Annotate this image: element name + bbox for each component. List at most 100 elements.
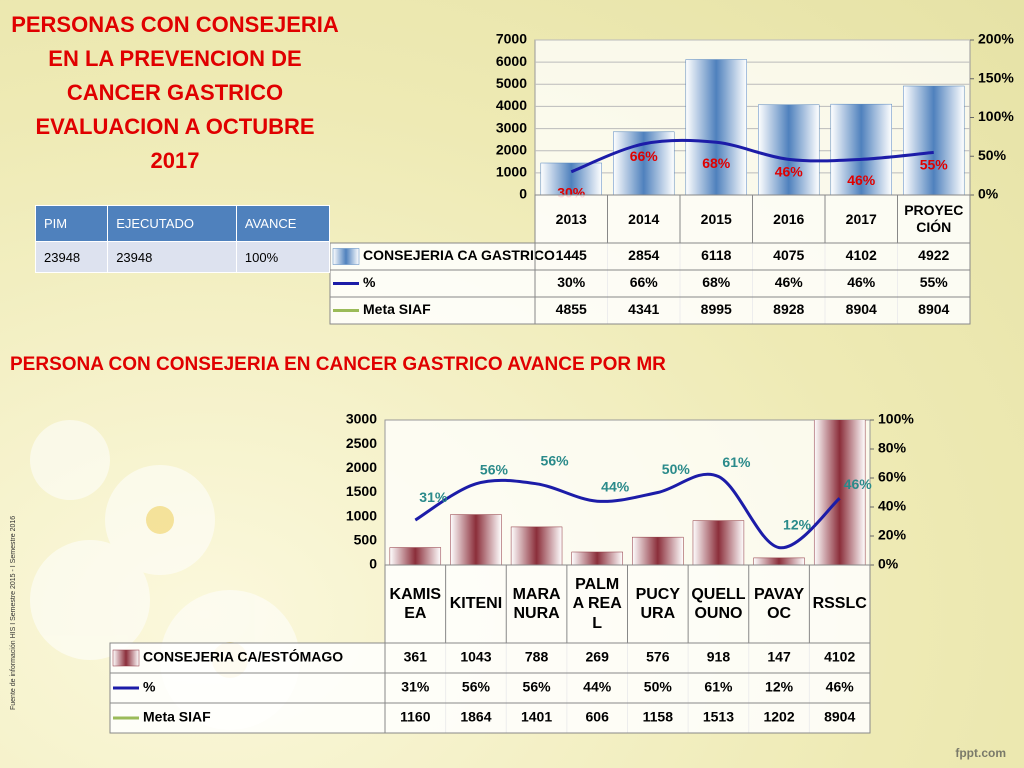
x-tick-label: PUCYURA	[635, 585, 681, 622]
data-label: 46%	[847, 172, 876, 188]
table-value: 46%	[826, 679, 855, 695]
data-label: 56%	[480, 461, 509, 477]
data-label: 44%	[601, 479, 630, 495]
y-tick-label: 2000	[346, 459, 377, 475]
table-value: 4341	[628, 301, 659, 317]
data-label: 46%	[775, 163, 804, 179]
data-label: 12%	[783, 516, 812, 532]
cell: 100%	[235, 241, 331, 273]
y-tick-label: 1000	[346, 507, 377, 523]
table-value: 4922	[918, 247, 949, 263]
x-tick-label: QUELLOUNO	[691, 585, 746, 622]
y-tick-label: 3000	[496, 119, 527, 135]
y-tick-label: 0	[519, 186, 527, 202]
legend-label: %	[143, 679, 156, 695]
header-row: PIM EJECUTADO AVANCE	[34, 205, 331, 242]
y-tick-label: 2500	[346, 435, 377, 451]
y2-tick-label: 0%	[978, 186, 999, 202]
legend-label: CONSEJERIA CA GASTRICO	[363, 247, 555, 263]
bar	[632, 536, 684, 565]
data-label: 66%	[630, 148, 659, 164]
cell: 23948	[107, 241, 237, 273]
y-tick-label: 3000	[346, 411, 377, 427]
data-label: 68%	[702, 155, 731, 171]
table-value: 1513	[703, 709, 734, 725]
table-value: 8995	[701, 301, 732, 317]
cell: 23948	[34, 241, 109, 273]
x-tick-label: PAVAYOC	[754, 585, 805, 622]
legend-label: Meta SIAF	[143, 709, 211, 725]
bar	[571, 551, 623, 565]
table-value: 1158	[643, 709, 674, 725]
slide-title: PERSONAS CON CONSEJERIA EN LA PREVENCION…	[10, 8, 340, 178]
x-tick-label: KAMISEA	[389, 585, 442, 622]
bar	[389, 547, 442, 565]
data-row: 23948 23948 100%	[34, 241, 331, 273]
y2-tick-label: 150%	[978, 69, 1014, 85]
x-tick-label: KITENI	[449, 595, 503, 613]
table-value: 8904	[824, 709, 855, 725]
table-value: 1445	[556, 247, 587, 263]
table-value: 8904	[846, 301, 877, 317]
table-value: 56%	[523, 679, 552, 695]
table-value: 8928	[773, 301, 804, 317]
x-tick-label: PALMA REAL	[572, 576, 622, 632]
y2-tick-label: 100%	[978, 108, 1014, 124]
table-row	[109, 642, 871, 674]
x-tick-label: RSSLC	[812, 595, 867, 613]
y-tick-label: 7000	[496, 31, 527, 47]
table-value: 1401	[521, 709, 552, 725]
y-tick-label: 0	[369, 556, 377, 572]
x-tick-label: 2013	[555, 210, 587, 227]
table-value: 31%	[401, 679, 430, 695]
y-tick-label: 500	[354, 532, 378, 548]
title-text: PERSONAS CON CONSEJERIA EN LA PREVENCION…	[11, 12, 339, 139]
table-value: 4102	[824, 649, 855, 665]
table-row	[329, 242, 971, 271]
y2-tick-label: 40%	[878, 498, 907, 514]
table-value: 361	[404, 649, 428, 665]
legend-label: %	[363, 274, 376, 290]
data-label: 61%	[722, 454, 751, 470]
table-value: 1202	[763, 709, 794, 725]
table-row	[109, 702, 871, 734]
table-value: 8904	[918, 301, 949, 317]
y-tick-label: 4000	[496, 97, 527, 113]
x-tick-label: MARANURA	[512, 585, 561, 622]
table-row	[329, 269, 971, 298]
y-tick-label: 5000	[496, 75, 527, 91]
data-label: 55%	[920, 156, 949, 172]
table-value: 1043	[460, 649, 491, 665]
data-label: 50%	[662, 461, 691, 477]
line	[414, 472, 841, 550]
y-tick-label: 2000	[496, 141, 527, 157]
bar	[450, 514, 502, 565]
table-value: 46%	[775, 274, 804, 290]
bar	[813, 420, 866, 565]
table-value: 269	[586, 649, 610, 665]
bar	[540, 162, 602, 195]
legend-key	[112, 649, 140, 667]
y2-tick-label: 50%	[978, 147, 1007, 163]
legend-label: Meta SIAF	[363, 301, 431, 317]
header-cell: EJECUTADO	[107, 205, 237, 242]
x-tick-label: 2015	[700, 210, 732, 227]
table-value: 61%	[704, 679, 733, 695]
title-year: 2017	[150, 148, 200, 173]
y2-tick-label: 80%	[878, 440, 907, 456]
watermark: fppt.com	[955, 746, 1006, 760]
table-value: 56%	[462, 679, 491, 695]
table-value: 4102	[846, 247, 877, 263]
x-tick-label: 2016	[773, 210, 805, 227]
table-value: 4855	[556, 301, 587, 317]
x-tick-label: PROYECCIÓN	[904, 202, 964, 235]
table-value: 788	[525, 649, 549, 665]
legend-key	[332, 248, 360, 265]
table-value: 12%	[765, 679, 794, 695]
bar	[758, 104, 820, 195]
y-tick-label: 1000	[496, 164, 527, 180]
table-value: 6118	[701, 247, 732, 263]
bar	[830, 103, 892, 195]
table-value: 606	[586, 709, 610, 725]
